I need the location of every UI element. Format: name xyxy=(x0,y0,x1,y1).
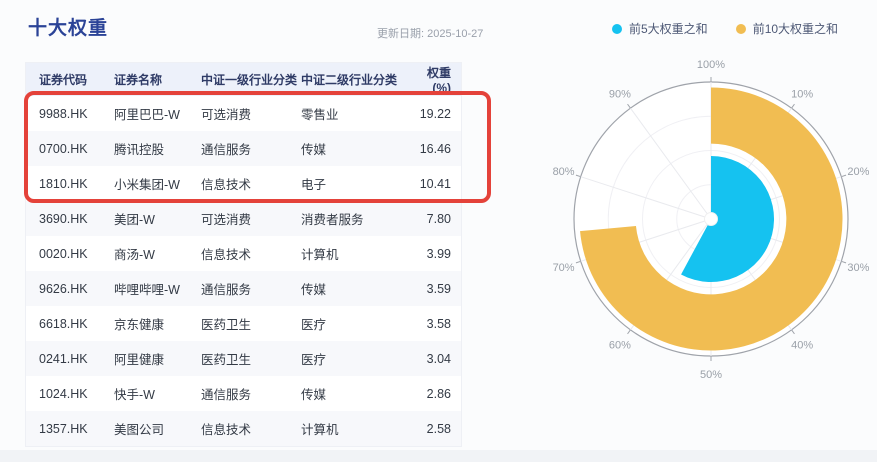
cell-weight: 7.80 xyxy=(426,211,451,226)
cell-industry-l1: 信息技术 xyxy=(201,423,252,437)
cell-industry-l2: 电子 xyxy=(301,178,327,192)
cell-name: 腾讯控股 xyxy=(114,143,165,157)
cell-weight: 10.41 xyxy=(419,176,451,191)
cell-name: 美团-W xyxy=(114,213,155,227)
cell-code: 1357.HK xyxy=(39,421,88,436)
table-row: 9626.HK 哔哩哔哩-W 通信服务 传媒 3.59 xyxy=(26,271,461,306)
gauge-tick-label: 10% xyxy=(791,89,813,101)
cell-weight: 3.99 xyxy=(426,246,451,261)
gauge-tick-label: 40% xyxy=(791,339,813,351)
legend-label-top10: 前10大权重之和 xyxy=(752,22,839,36)
cell-weight: 3.04 xyxy=(426,351,451,366)
table-header-row: 证券代码 证券名称 中证一级行业分类 中证二级行业分类 权重(%) xyxy=(26,63,461,96)
table-row: 1810.HK 小米集团-W 信息技术 电子 10.41 xyxy=(26,166,461,201)
col-header-code: 证券代码 xyxy=(39,73,88,87)
table-body: 9988.HK 阿里巴巴-W 可选消费 零售业 19.22 0700.HK 腾讯控股 通信服务… xyxy=(26,96,461,446)
cell-name: 快手-W xyxy=(114,388,155,402)
chart-legend: 前5大权重之和 前10大权重之和 xyxy=(612,20,838,37)
table-row: 1024.HK 快手-W 通信服务 传媒 2.86 xyxy=(26,376,461,411)
col-header-industry-l1: 中证一级行业分类 xyxy=(201,73,298,87)
cell-code: 9626.HK xyxy=(39,281,88,296)
cell-code: 0241.HK xyxy=(39,351,88,366)
cell-industry-l2: 传媒 xyxy=(301,283,327,297)
col-header-weight: 权重(%) xyxy=(426,66,451,95)
cell-name: 阿里健康 xyxy=(114,353,165,367)
cell-weight: 3.58 xyxy=(426,316,451,331)
update-date-label: 更新日期: 2025-10-27 xyxy=(377,28,484,40)
gauge-tick-label: 90% xyxy=(609,89,631,101)
table-row: 0020.HK 商汤-W 信息技术 计算机 3.99 xyxy=(26,236,461,271)
cell-industry-l1: 可选消费 xyxy=(201,108,252,122)
cell-weight: 2.58 xyxy=(426,421,451,436)
cell-name: 小米集团-W xyxy=(114,178,180,192)
cell-name: 京东健康 xyxy=(114,318,165,332)
cell-industry-l1: 通信服务 xyxy=(201,143,252,157)
cell-name: 美图公司 xyxy=(114,423,165,437)
weights-table: 证券代码 证券名称 中证一级行业分类 中证二级行业分类 权重(%) 9988.H… xyxy=(25,62,462,447)
cell-industry-l1: 医药卫生 xyxy=(201,318,252,332)
cell-code: 6618.HK xyxy=(39,316,88,331)
table-row: 0700.HK 腾讯控股 通信服务 传媒 16.46 xyxy=(26,131,461,166)
table-row: 1357.HK 美图公司 信息技术 计算机 2.58 xyxy=(26,411,461,446)
cell-code: 1810.HK xyxy=(39,176,88,191)
weights-gauge-chart: 100% 10% 20% 30% 40% 50% 60% 70% 80% 90% xyxy=(510,42,877,402)
cell-weight: 19.22 xyxy=(419,106,451,121)
legend-item-top5[interactable]: 前5大权重之和 xyxy=(612,20,708,37)
cell-industry-l2: 传媒 xyxy=(301,143,327,157)
gauge-tick-label: 20% xyxy=(847,166,869,178)
cell-name: 阿里巴巴-W xyxy=(114,108,180,122)
cell-industry-l1: 通信服务 xyxy=(201,388,252,402)
cell-industry-l2: 计算机 xyxy=(301,248,339,262)
legend-item-top10[interactable]: 前10大权重之和 xyxy=(735,20,839,37)
cell-industry-l1: 信息技术 xyxy=(201,248,252,262)
legend-label-top5: 前5大权重之和 xyxy=(629,22,708,36)
cell-industry-l2: 医疗 xyxy=(301,353,327,367)
cell-industry-l1: 可选消费 xyxy=(201,213,252,227)
cell-code: 9988.HK xyxy=(39,106,88,121)
cell-name: 哔哩哔哩-W xyxy=(114,283,180,297)
gauge-tick-label: 50% xyxy=(700,369,722,381)
legend-dot-top5-icon xyxy=(612,23,622,34)
cell-industry-l2: 计算机 xyxy=(301,423,339,437)
cell-industry-l2: 消费者服务 xyxy=(301,213,364,227)
cell-code: 1024.HK xyxy=(39,386,88,401)
cell-industry-l2: 医疗 xyxy=(301,318,327,332)
cell-industry-l1: 通信服务 xyxy=(201,283,252,297)
cell-industry-l2: 零售业 xyxy=(301,108,339,122)
cell-industry-l2: 传媒 xyxy=(301,388,327,402)
section-divider xyxy=(0,450,877,462)
gauge-tick-label: 70% xyxy=(553,262,575,274)
gauge-svg: 100% 10% 20% 30% 40% 50% 60% 70% 80% 90% xyxy=(553,59,870,381)
gauge-tick-label: 30% xyxy=(847,262,869,274)
gauge-tick-label: 60% xyxy=(609,339,631,351)
page-title: 十大权重 xyxy=(28,18,109,39)
table-row: 6618.HK 京东健康 医药卫生 医疗 3.58 xyxy=(26,306,461,341)
cell-code: 0700.HK xyxy=(39,141,88,156)
col-header-industry-l2: 中证二级行业分类 xyxy=(301,73,398,87)
col-header-name: 证券名称 xyxy=(114,73,163,87)
cell-weight: 2.86 xyxy=(426,386,451,401)
cell-name: 商汤-W xyxy=(114,248,155,262)
cell-weight: 16.46 xyxy=(419,141,451,156)
cell-industry-l1: 信息技术 xyxy=(201,178,252,192)
table-row: 9988.HK 阿里巴巴-W 可选消费 零售业 19.22 xyxy=(26,96,461,131)
legend-dot-top10-icon xyxy=(735,23,746,34)
table-row: 3690.HK 美团-W 可选消费 消费者服务 7.80 xyxy=(26,201,461,236)
cell-weight: 3.59 xyxy=(426,281,451,296)
cell-code: 0020.HK xyxy=(39,246,88,261)
gauge-tick-label: 100% xyxy=(697,59,725,71)
cell-code: 3690.HK xyxy=(39,211,88,226)
table-row: 0241.HK 阿里健康 医药卫生 医疗 3.04 xyxy=(26,341,461,376)
gauge-tick-label: 80% xyxy=(553,166,575,178)
cell-industry-l1: 医药卫生 xyxy=(201,353,252,367)
